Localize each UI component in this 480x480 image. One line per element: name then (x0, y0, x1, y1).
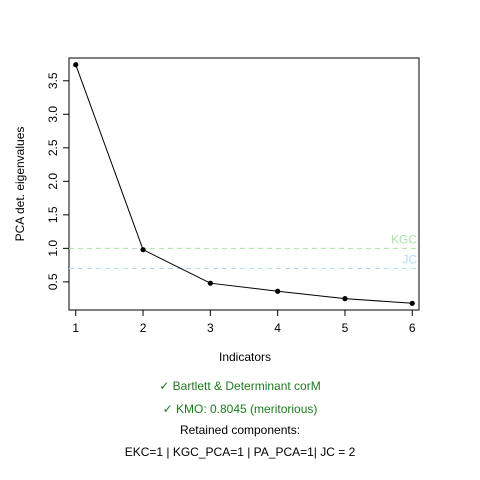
x-tick-label: 3 (207, 321, 214, 335)
kmo-caption: ✓ KMO: 0.8045 (meritorious) (162, 402, 318, 416)
reference-label-kgc: KGC (391, 232, 417, 246)
x-tick-label: 2 (140, 321, 147, 335)
y-tick-label: 0.5 (46, 273, 60, 290)
y-tick-label: 1.5 (46, 206, 60, 223)
y-tick-label: 3.0 (46, 106, 60, 123)
eigenvalue-line (75, 64, 413, 304)
x-tick-label: 6 (409, 321, 416, 335)
eigenvalue-point (409, 300, 415, 306)
y-tick-label: 2.0 (46, 173, 60, 190)
x-tick-label: 1 (72, 321, 79, 335)
bartlett-caption: ✓ Bartlett & Determinant corM (159, 379, 321, 393)
x-axis-label: Indicators (219, 350, 271, 364)
y-axis-label: PCA det. eigenvalues (13, 127, 27, 242)
x-tick-label: 4 (274, 321, 281, 335)
y-tick-label: 3.5 (46, 72, 60, 89)
y-tick-label: 2.5 (46, 139, 60, 156)
x-tick-label: 5 (342, 321, 349, 335)
retained-caption: Retained components: (179, 423, 301, 437)
reference-label-jc: JC (402, 252, 417, 266)
y-tick-label: 1.0 (46, 240, 60, 257)
eigenvalue-point (342, 296, 348, 302)
summary-caption: EKC=1 | KGC_PCA=1 | PA_PCA=1| JC = 2 (124, 445, 356, 459)
eigenvalue-point (73, 62, 79, 68)
eigenvalue-point (140, 247, 146, 253)
eigenvalue-point (207, 280, 213, 286)
plot-frame (68, 57, 420, 311)
eigenvalue-point (275, 288, 281, 294)
